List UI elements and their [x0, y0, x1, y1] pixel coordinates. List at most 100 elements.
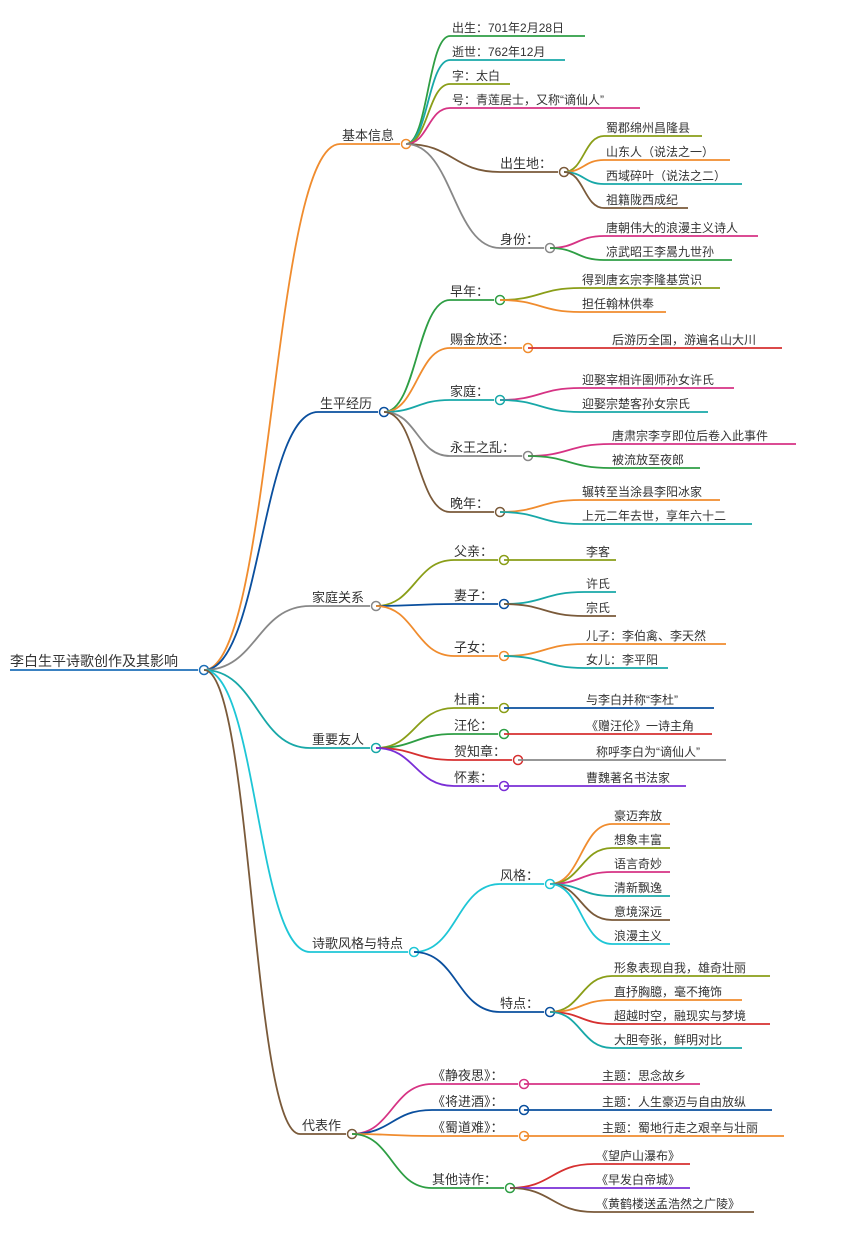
branch-curve	[500, 300, 580, 312]
branch-curve	[504, 644, 584, 656]
branch-curve	[504, 604, 584, 616]
branch-curve	[204, 670, 310, 748]
branch-curve	[204, 412, 318, 670]
leaf-label: 主题：人生豪迈与自由放纵	[602, 1094, 746, 1109]
branch-label: 子女：	[454, 640, 493, 655]
branch-curve	[500, 512, 580, 524]
leaf-label: 超越时空，融现实与梦境	[614, 1008, 746, 1023]
branch-curve	[510, 1188, 594, 1212]
branch-label: 基本信息	[342, 128, 394, 143]
leaf-label: 《早发白帝城》	[596, 1172, 680, 1187]
branch-curve	[528, 444, 610, 456]
branch-curve	[376, 708, 454, 748]
root-label: 李白生平诗歌创作及其影响	[10, 653, 178, 669]
leaf-label: 逝世：762年12月	[452, 45, 545, 59]
leaf-label: 迎娶宗楚客孙女宗氏	[582, 396, 690, 411]
branch-label: 赐金放还：	[450, 332, 515, 347]
leaf-label: 主题：思念故乡	[602, 1068, 686, 1083]
branch-curve	[414, 884, 500, 952]
branch-label: 特点：	[500, 996, 539, 1011]
leaf-label: 后游历全国，游遍名山大川	[612, 332, 756, 347]
branch-curve	[204, 670, 300, 1134]
leaf-label: 意境深远	[614, 904, 662, 919]
leaf-label: 直抒胸臆，毫不掩饰	[614, 984, 722, 999]
branch-curve	[384, 412, 450, 512]
leaf-label: 辗转至当涂县李阳冰家	[582, 484, 702, 499]
branch-curve	[376, 560, 454, 606]
leaf-label: 与李白并称“李杜”	[586, 692, 678, 707]
branch-label: 永王之乱：	[450, 440, 515, 455]
branch-label: 《将进酒》：	[432, 1094, 504, 1109]
branch-label: 《静夜思》：	[432, 1068, 504, 1083]
leaf-label: 担任翰林供奉	[582, 296, 654, 311]
branch-label: 其他诗作：	[432, 1172, 497, 1187]
branch-label: 妻子：	[454, 588, 493, 603]
branch-curve	[384, 412, 450, 456]
leaf-label: 山东人（说法之一）	[606, 144, 714, 159]
leaf-label: 唐肃宗李亨即位后卷入此事件	[612, 428, 768, 443]
branch-label: 代表作	[302, 1118, 341, 1133]
branch-label: 出生地：	[500, 156, 552, 171]
branch-label: 晚年：	[450, 496, 489, 511]
mindmap-canvas: 李白生平诗歌创作及其影响 基本信息 出生：701年2月28日逝世：762年12月字：…	[0, 0, 863, 1236]
branch-curve	[352, 1134, 432, 1188]
branch-curve	[352, 1110, 432, 1134]
branch-curve	[550, 236, 604, 248]
branch-label: 风格：	[500, 868, 539, 883]
leaf-label: 迎娶宰相许圉师孙女许氏	[582, 372, 714, 387]
branch-curve	[510, 1164, 594, 1188]
leaf-label: 字：太白	[452, 68, 500, 83]
branch-curve	[376, 606, 454, 656]
branch-label: 生平经历	[320, 396, 372, 411]
branch-label: 杜甫：	[454, 692, 493, 707]
leaf-label: 被流放至夜郎	[612, 452, 684, 467]
leaf-label: 称呼李白为“谪仙人”	[596, 744, 700, 759]
leaf-label: 祖籍陇西成纪	[606, 192, 678, 207]
branch-label: 怀素：	[454, 770, 493, 785]
leaf-label: 唐朝伟大的浪漫主义诗人	[606, 220, 738, 235]
leaf-label: 清新飘逸	[614, 880, 662, 895]
branch-curve	[550, 884, 612, 944]
branch-curve	[500, 500, 580, 512]
branch-label: 家庭：	[450, 384, 489, 399]
leaf-label: 《望庐山瀑布》	[596, 1148, 680, 1163]
leaf-label: 李客	[586, 544, 610, 559]
branch-label: 家庭关系	[312, 590, 364, 605]
leaf-label: 《赠汪伦》一诗主角	[586, 718, 694, 733]
leaf-label: 许氏	[586, 577, 610, 591]
branch-label: 重要友人	[312, 732, 364, 747]
leaf-label: 主题：蜀地行走之艰辛与壮丽	[602, 1121, 758, 1135]
leaf-label: 女儿：李平阳	[586, 652, 658, 667]
leaf-label: 儿子：李伯禽、李天然	[586, 628, 706, 643]
branch-curve	[414, 952, 500, 1012]
branch-curve	[406, 144, 500, 248]
branch-curve	[550, 248, 604, 260]
branch-label: 父亲：	[454, 544, 493, 559]
leaf-label: 想象丰富	[614, 832, 662, 847]
leaf-label: 大胆夸张，鲜明对比	[614, 1033, 722, 1047]
leaf-label: 浪漫主义	[614, 928, 662, 943]
branch-curve	[352, 1084, 432, 1134]
leaf-label: 上元二年去世，享年六十二	[582, 508, 726, 523]
branch-label: 贺知章：	[454, 744, 506, 759]
leaf-label: 出生：701年2月28日	[452, 21, 564, 35]
leaf-label: 豪迈奔放	[614, 808, 662, 823]
branch-curve	[504, 656, 584, 668]
leaf-label: 语言奇妙	[614, 857, 662, 871]
leaf-label: 得到唐玄宗李隆基赏识	[582, 272, 702, 287]
branch-label: 汪伦：	[454, 718, 493, 733]
leaf-label: 《黄鹤楼送孟浩然之广陵》	[596, 1196, 740, 1211]
branch-curve	[500, 288, 580, 300]
branch-label: 早年：	[450, 284, 489, 299]
leaf-label: 形象表现自我，雄奇壮丽	[614, 960, 746, 975]
branch-curve	[500, 400, 580, 412]
branch-curve	[528, 456, 610, 468]
leaf-label: 号：青莲居士，又称“谪仙人”	[452, 92, 604, 107]
leaf-label: 凉武昭王李暠九世孙	[606, 244, 714, 259]
branch-label: 《蜀道难》：	[432, 1120, 504, 1135]
leaf-label: 西域碎叶（说法之二）	[606, 168, 726, 183]
leaf-label: 曹魏著名书法家	[586, 770, 670, 785]
branch-curve	[384, 300, 450, 412]
branch-label: 诗歌风格与特点	[312, 936, 403, 951]
branch-curve	[204, 670, 310, 952]
